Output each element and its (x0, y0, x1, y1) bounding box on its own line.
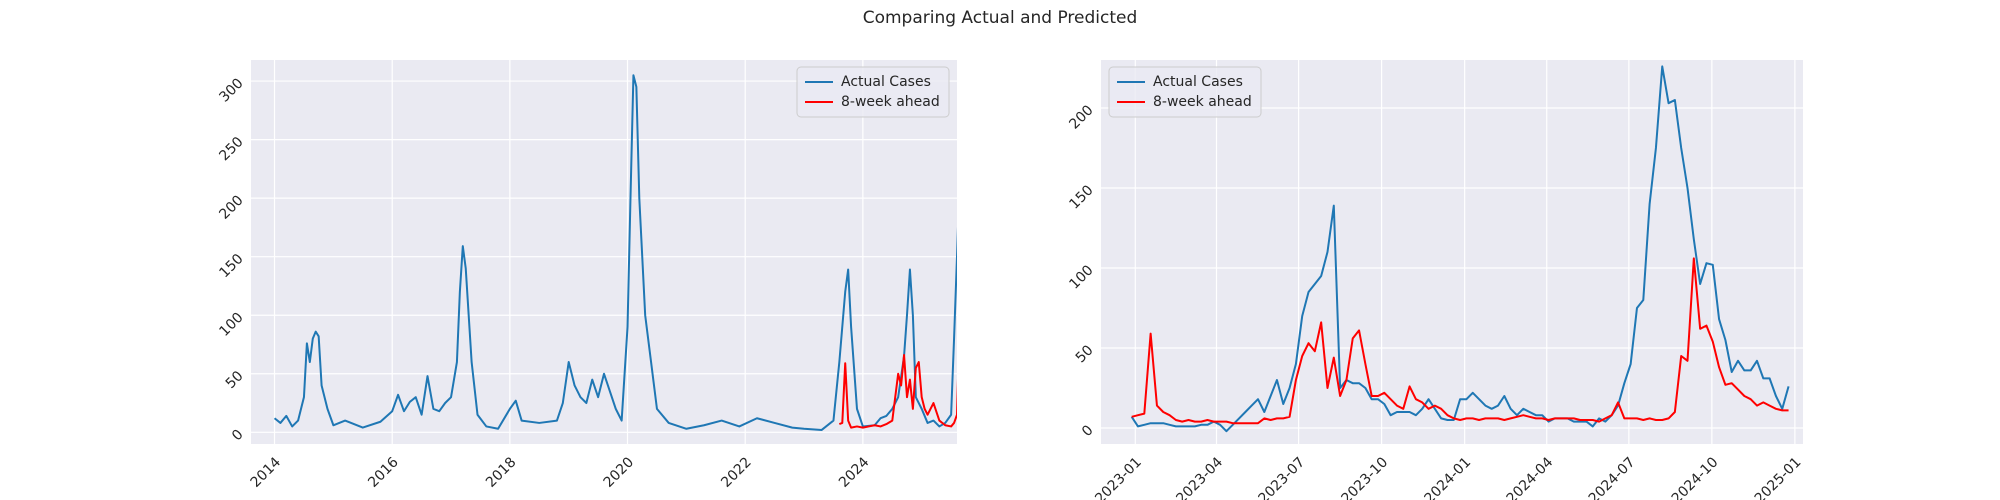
legend-box (1108, 66, 1262, 118)
y-tick-label: 200 (1066, 102, 1096, 132)
left-chart-panel: 2014 2016 2018 2020 2022 2024 0 50 100 150 200 250 3… (216, 60, 957, 491)
x-tick-label: 2024 (836, 454, 873, 491)
x-tick-label: 2016 (365, 454, 402, 491)
series-actual-line (1130, 65, 1790, 433)
x-tick-label: 2023-07 (1256, 454, 1309, 500)
right-chart-panel: 2023-01 2023-04 2023-07 2023-10 2024-01 2024-… (1066, 60, 1804, 500)
legend-label: 8-week ahead (841, 94, 940, 110)
x-tick-label: 2023-01 (1092, 454, 1145, 500)
y-tick-label: 150 (216, 251, 246, 281)
series-actual-line (273, 74, 957, 431)
y-tick-label: 150 (1066, 182, 1096, 212)
y-tick-label: 250 (216, 134, 246, 164)
series-predicted-line (1131, 257, 1789, 425)
x-tick-label: 2018 (483, 454, 520, 491)
x-tick-label: 2025-01 (1752, 454, 1805, 500)
y-tick-label: 100 (1066, 262, 1096, 292)
legend: Actual Cases 8-week ahead (796, 66, 950, 118)
legend-label: 8-week ahead (1153, 94, 1252, 110)
legend-label: Actual Cases (1153, 74, 1243, 90)
legend: Actual Cases 8-week ahead (1108, 66, 1262, 118)
legend-label: Actual Cases (841, 74, 931, 90)
x-tick-label: 2020 (601, 454, 638, 491)
plot-area (251, 60, 957, 444)
y-tick-label: 200 (216, 192, 246, 222)
figure-title: Comparing Actual and Predicted (862, 8, 1138, 28)
y-tick-label: 50 (1073, 342, 1097, 366)
x-tick-label: 2023-04 (1173, 454, 1226, 500)
x-tick-label: 2024-07 (1586, 454, 1639, 500)
y-tick-label: 50 (223, 368, 247, 392)
x-tick-label: 2024-01 (1422, 454, 1475, 500)
legend-box (796, 66, 950, 118)
y-tick-label: 300 (216, 75, 246, 105)
y-tick-label: 0 (1079, 422, 1097, 440)
x-tick-label: 2014 (248, 454, 285, 491)
y-tick-label: 100 (216, 310, 246, 340)
x-tick-label: 2024-04 (1504, 454, 1557, 500)
x-tick-label: 2022 (718, 454, 755, 491)
plot-area (1101, 60, 1803, 444)
x-tick-label: 2024-10 (1669, 454, 1722, 500)
y-tick-label: 0 (229, 427, 247, 445)
series-predicted-line (838, 354, 957, 429)
x-tick-label: 2023-10 (1339, 454, 1392, 500)
